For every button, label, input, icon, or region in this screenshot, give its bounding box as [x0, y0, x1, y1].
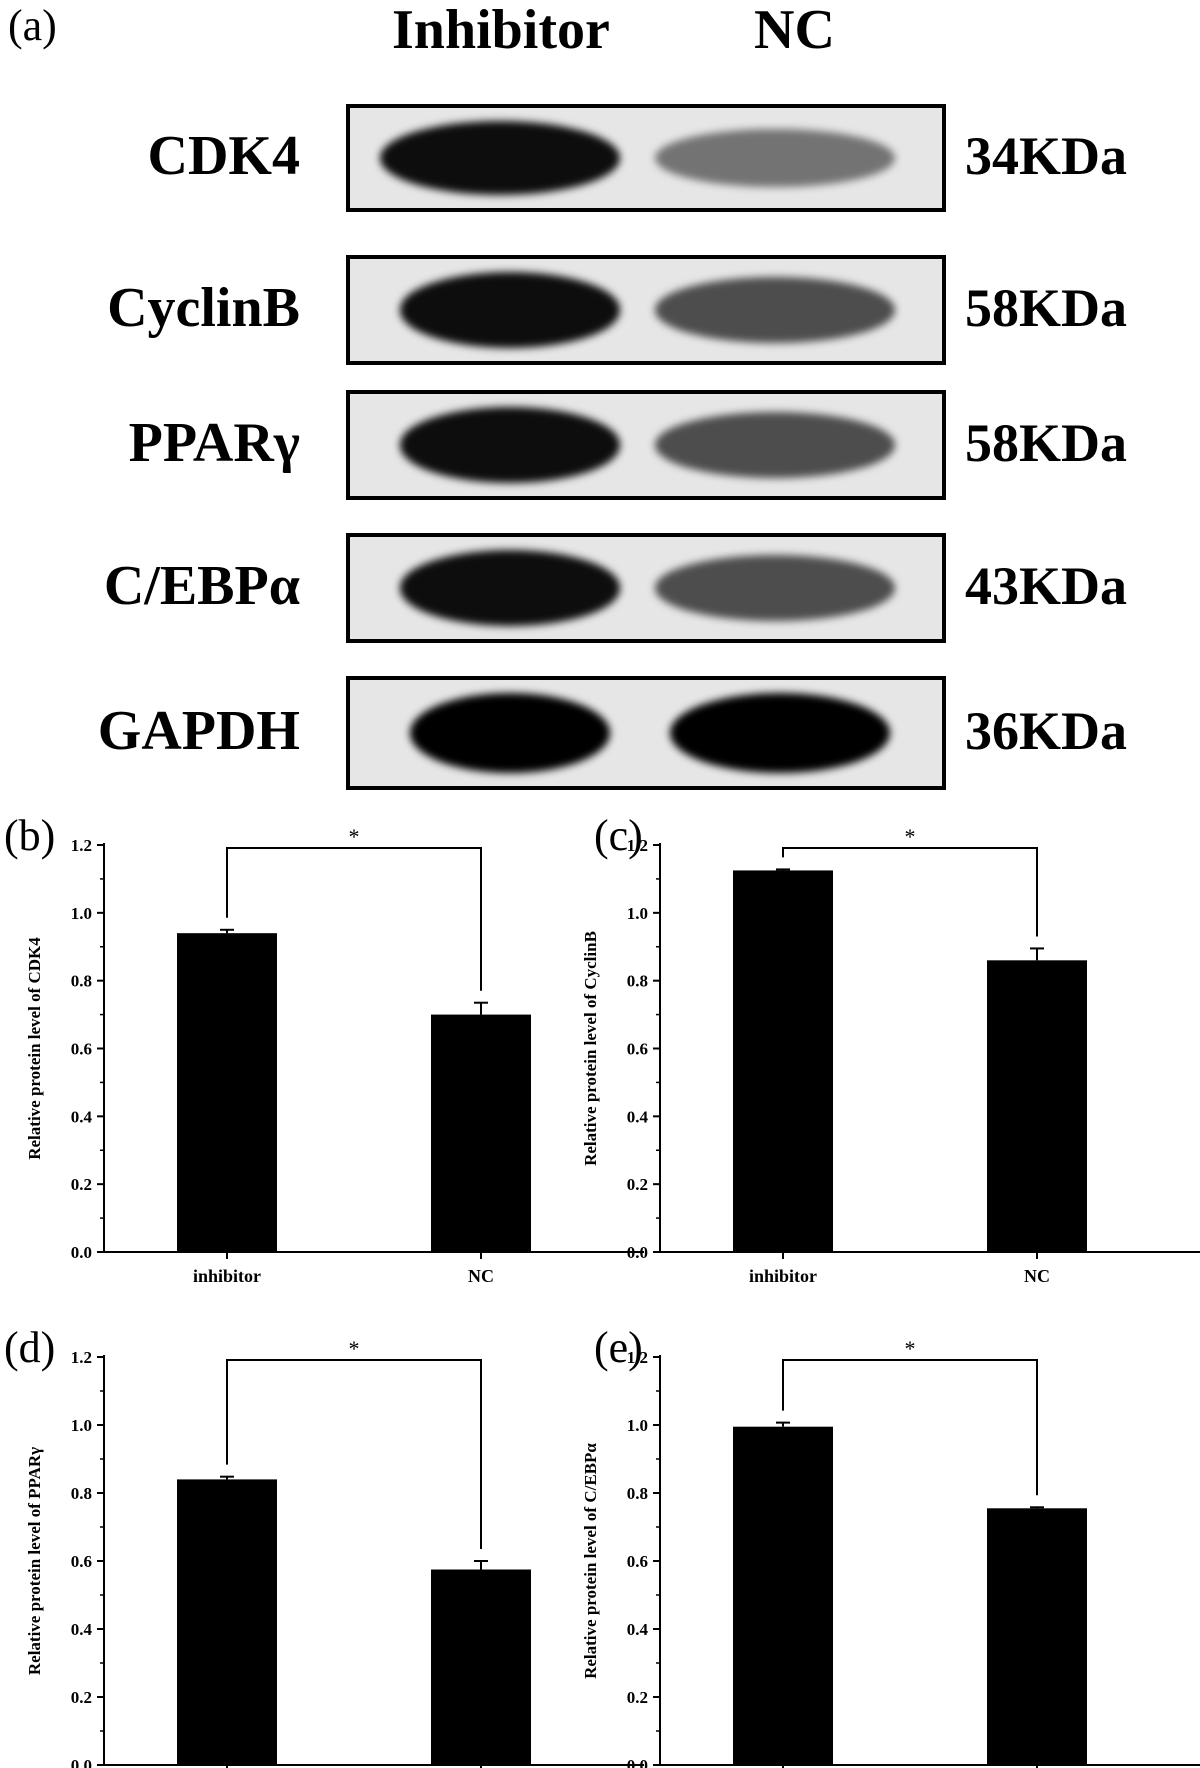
y-axis-label: Relative protein level of PPARγ	[25, 1447, 44, 1675]
panel-label: (c)	[594, 811, 643, 860]
band-inhibitor	[400, 272, 620, 348]
blot-strip	[346, 390, 946, 500]
y-tick-label: 1.0	[627, 1416, 648, 1435]
blot-size-label: 58KDa	[965, 278, 1127, 338]
y-tick-label: 0.8	[627, 1484, 648, 1503]
y-tick-label: 0.2	[71, 1175, 92, 1194]
x-tick-label: NC	[468, 1266, 494, 1286]
y-tick-label: 0.8	[71, 972, 92, 991]
y-tick-label: 0.8	[627, 972, 648, 991]
band-nc	[655, 412, 895, 478]
significance-bracket	[226, 1359, 482, 1549]
blot-size-label: 58KDa	[965, 413, 1127, 473]
x-tick-label: NC	[1024, 1266, 1050, 1286]
band-inhibitor	[410, 693, 610, 773]
y-axis-label: Relative protein level of CyclinB	[581, 931, 600, 1166]
y-tick-label: 0.8	[71, 1484, 92, 1503]
bar	[987, 1508, 1087, 1765]
significance-bracket	[782, 1359, 1038, 1496]
lane-header-inhibitor: Inhibitor	[392, 0, 610, 61]
y-tick-label: 0.2	[71, 1688, 92, 1707]
band-nc	[655, 277, 895, 343]
y-tick-label: 1.0	[71, 904, 92, 923]
band-nc	[655, 128, 895, 188]
y-tick-label: 0.4	[627, 1620, 649, 1639]
bar	[733, 1426, 833, 1765]
bar	[177, 1479, 277, 1765]
y-tick-label: 1.2	[71, 1348, 92, 1367]
blot-strip	[346, 104, 946, 212]
y-axis-label: Relative protein level of C/EBPα	[581, 1443, 600, 1679]
y-tick-label: 0.6	[627, 1040, 648, 1059]
blot-protein-label: GAPDH	[97, 700, 300, 762]
panel-label: (e)	[594, 1323, 643, 1372]
band-inhibitor	[380, 121, 620, 195]
lane-header-nc: NC	[754, 0, 835, 61]
panel-label: (d)	[4, 1323, 55, 1372]
x-tick-label: inhibitor	[749, 1266, 817, 1286]
y-tick-label: 0.2	[627, 1688, 648, 1707]
band-inhibitor	[400, 550, 620, 626]
blot-strip	[346, 676, 946, 790]
blot-protein-label: CDK4	[147, 125, 300, 187]
significance-star: *	[349, 824, 360, 849]
bar	[431, 1569, 531, 1765]
y-tick-label: 1.0	[71, 1416, 92, 1435]
y-tick-label: 1.2	[71, 836, 92, 855]
y-tick-label: 0.0	[627, 1243, 648, 1262]
y-tick-label: 0.0	[627, 1756, 648, 1768]
y-tick-label: 0.4	[71, 1107, 93, 1126]
significance-star: *	[905, 1336, 916, 1361]
blot-size-label: 36KDa	[965, 701, 1127, 761]
significance-star: *	[905, 824, 916, 849]
y-axis-label: Relative protein level of CDK4	[25, 937, 44, 1160]
y-tick-label: 1.0	[627, 904, 648, 923]
blot-strip	[346, 255, 946, 365]
y-tick-label: 1.2	[627, 1348, 648, 1367]
bar	[733, 870, 833, 1252]
blot-protein-label: PPARγ	[128, 412, 300, 474]
y-tick-label: 0.6	[71, 1040, 92, 1059]
y-tick-label: 0.0	[71, 1243, 92, 1262]
x-tick-label: inhibitor	[193, 1266, 261, 1286]
blot-strip	[346, 533, 946, 643]
y-tick-label: 0.0	[71, 1756, 92, 1768]
y-tick-label: 0.6	[71, 1552, 92, 1571]
blot-size-label: 34KDa	[965, 126, 1127, 186]
bar	[177, 933, 277, 1252]
blot-protein-label: CyclinB	[107, 277, 300, 339]
band-nc	[655, 555, 895, 621]
panel-a-label: (a)	[8, 1, 57, 50]
blot-protein-label: C/EBPα	[103, 555, 300, 617]
significance-star: *	[349, 1336, 360, 1361]
band-inhibitor	[400, 407, 620, 483]
bar	[987, 960, 1087, 1252]
y-tick-label: 1.2	[627, 836, 648, 855]
significance-bracket	[226, 847, 482, 991]
significance-bracket	[782, 847, 1038, 937]
bar	[431, 1014, 531, 1252]
band-nc	[670, 693, 890, 773]
y-tick-label: 0.6	[627, 1552, 648, 1571]
y-tick-label: 0.4	[627, 1107, 649, 1126]
blot-size-label: 43KDa	[965, 556, 1127, 616]
y-tick-label: 0.4	[71, 1620, 93, 1639]
y-tick-label: 0.2	[627, 1175, 648, 1194]
panel-label: (b)	[4, 811, 55, 860]
